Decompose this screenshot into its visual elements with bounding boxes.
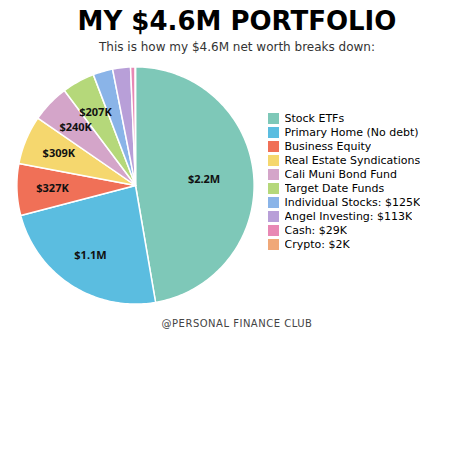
svg-text:$327K: $327K (36, 180, 69, 195)
html-text:Cali Muni Bond Fund: Cali Muni Bond Fund (284, 168, 397, 182)
html-text:MY $4.6M PORTFOLIO: MY $4.6M PORTFOLIO (77, 6, 397, 36)
html-text:Stock ETFs: Stock ETFs (284, 112, 345, 126)
html-text:Primary Home (No debt): Primary Home (No debt) (284, 126, 419, 140)
html-text:@PERSONAL FINANCE CLUB: @PERSONAL FINANCE CLUB (161, 318, 313, 329)
html-text:Real Estate Syndications: Real Estate Syndications (284, 154, 421, 168)
html-text:Crypto: $2K: Crypto: $2K (284, 238, 350, 252)
html-text:Cash: $29K: Cash: $29K (284, 224, 347, 238)
svg-text:$309K: $309K (43, 145, 76, 160)
svg-text:$207K: $207K (79, 104, 112, 119)
svg-text:$240K: $240K (59, 119, 92, 134)
html-text:Business Equity: Business Equity (284, 140, 372, 154)
svg-text:$1.1M: $1.1M (74, 247, 106, 262)
html-text:This is how my $4.6M net worth: This is how my $4.6M net worth breaks do… (99, 40, 375, 54)
html-text:Angel Investing: $113K: Angel Investing: $113K (284, 210, 413, 224)
html-text:Target Date Funds: Target Date Funds (284, 182, 385, 196)
html-text:Individual Stocks: $125K: Individual Stocks: $125K (284, 196, 421, 210)
svg-text:$2.2M: $2.2M (188, 171, 220, 186)
